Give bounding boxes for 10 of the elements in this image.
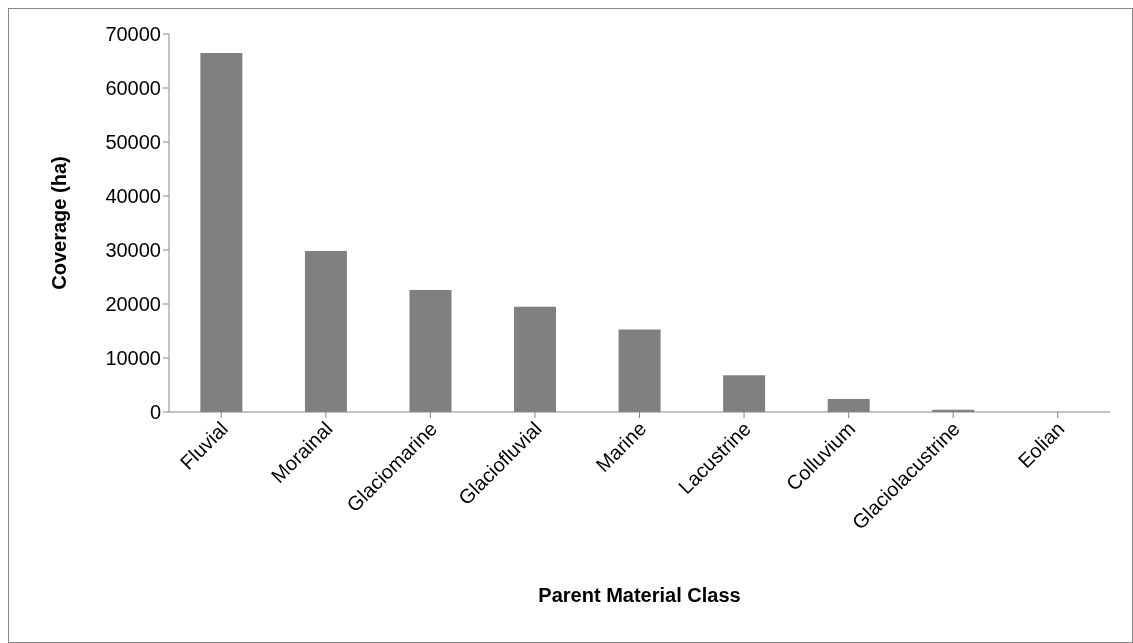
x-axis-title: Parent Material Class [538,584,741,606]
y-tick-label: 0 [149,401,161,424]
y-tick-label: 30000 [105,239,161,262]
y-tick-label: 40000 [105,185,161,208]
y-tick-label: 50000 [105,131,161,154]
y-axis-title: Coverage (ha) [48,156,71,290]
y-tick-label: 20000 [105,293,161,316]
y-tick-label: 10000 [105,347,161,370]
y-tick-label: 60000 [105,77,161,100]
y-tick-label: 70000 [105,23,161,46]
